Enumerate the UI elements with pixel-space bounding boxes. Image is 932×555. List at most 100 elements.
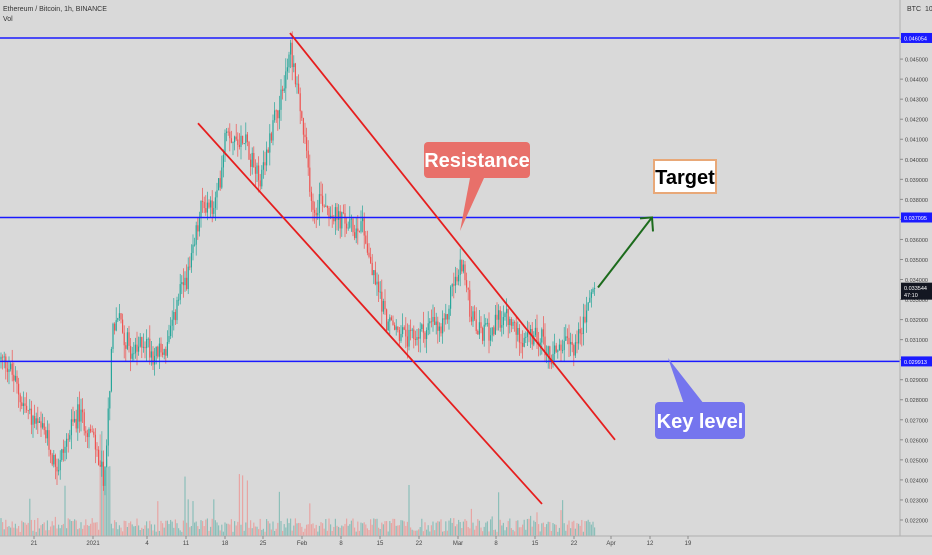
level-price-tag	[901, 356, 932, 367]
volume-bar	[578, 523, 580, 536]
candle-body	[445, 314, 447, 320]
candle-body	[14, 375, 16, 381]
candle-body	[366, 243, 368, 253]
channel-line[interactable]	[289, 32, 616, 441]
candle-body	[3, 356, 5, 358]
candle-body	[472, 311, 474, 322]
volume-bar	[274, 530, 276, 536]
candle-body	[387, 321, 389, 331]
candle-body	[5, 356, 7, 369]
volume-bar	[182, 520, 184, 536]
price-tick-label: 0.024000	[905, 478, 928, 484]
volume-bar	[123, 520, 125, 536]
channel-lines	[197, 32, 616, 505]
candle-body	[515, 322, 517, 335]
candle-body	[51, 454, 53, 465]
candle-body	[75, 418, 77, 429]
candle-body	[96, 449, 98, 451]
candle-body	[317, 212, 319, 216]
candle-body	[178, 299, 180, 301]
time-tick-label: 25	[260, 541, 267, 547]
volume-bar	[408, 484, 410, 536]
candle-body	[62, 449, 64, 453]
candle-body	[397, 326, 399, 330]
volume-bar	[253, 522, 255, 536]
volume-bar	[539, 531, 541, 536]
key-level-callout[interactable]: Key level	[655, 358, 745, 439]
volume-bar	[378, 527, 380, 536]
volume-bar	[485, 522, 487, 536]
volume-bar	[421, 518, 423, 536]
currency-label: BTC	[907, 6, 921, 13]
target-arrow-shaft[interactable]	[597, 216, 653, 289]
volume-bar	[72, 521, 74, 536]
price-tick-label: 0.043000	[905, 98, 928, 104]
volume-bar	[536, 512, 538, 536]
volume-bar	[317, 531, 319, 536]
volume-bar	[403, 521, 405, 536]
volume-bar	[520, 527, 522, 536]
volume-bar	[102, 462, 104, 536]
volume-bar	[165, 520, 167, 536]
volume-bar	[216, 522, 218, 536]
candle-body	[374, 270, 376, 285]
candle-body	[210, 200, 212, 208]
volume-bar	[594, 527, 596, 536]
candle-body	[197, 225, 199, 232]
volume-bar	[112, 528, 114, 536]
volume-bar	[37, 518, 39, 536]
candle-body	[11, 363, 13, 375]
volume-bar	[94, 522, 96, 536]
candle-body	[490, 335, 492, 341]
candle-body	[99, 464, 101, 467]
time-tick-label: 22	[571, 541, 578, 547]
candle-body	[147, 338, 149, 340]
candle-body	[322, 195, 324, 206]
candle-body	[45, 430, 47, 439]
candle-body	[184, 277, 186, 286]
candle-body	[224, 132, 226, 155]
time-axis-ticks: 21 2021 4 11 18 25 Feb 8 15 22 Mar 8 15 22 Apr 12 19	[31, 536, 692, 547]
volume-bar	[514, 531, 516, 536]
candle-body	[229, 131, 231, 139]
candle-body	[179, 284, 181, 300]
volume-bar	[229, 524, 231, 536]
candle-body	[278, 109, 280, 119]
candle-body	[32, 416, 34, 425]
volume-bar	[85, 519, 87, 536]
volume-bar	[158, 530, 160, 536]
candle-body	[258, 165, 260, 181]
candle-body	[576, 342, 578, 344]
volume-bar	[118, 525, 120, 536]
volume-bar	[376, 518, 378, 536]
target-label: Target	[655, 167, 715, 189]
volume-bar	[506, 527, 508, 536]
candle-body	[250, 159, 252, 167]
candle-body	[307, 150, 309, 168]
volume-bar	[365, 524, 367, 536]
volume-bar	[467, 527, 469, 536]
volume-bar	[230, 519, 232, 536]
candle-body	[27, 410, 29, 411]
channel-line[interactable]	[197, 122, 543, 505]
candle-body	[437, 321, 439, 331]
volume-bar	[43, 522, 45, 536]
volume-bar	[128, 522, 130, 536]
candle-body	[213, 208, 215, 214]
time-tick-label: 18	[222, 541, 229, 547]
volume-bar	[405, 525, 407, 536]
time-axis[interactable]: 21 2021 4 11 18 25 Feb 8 15 22 Mar 8 15 22 Apr 12 19	[0, 535, 932, 547]
resistance-callout[interactable]: Resistance	[424, 142, 530, 231]
volume-bar	[99, 434, 101, 536]
candle-body	[549, 346, 551, 362]
candle-body	[270, 133, 272, 141]
target-callout[interactable]: Target	[653, 159, 717, 194]
candle-body	[126, 332, 128, 349]
time-tick-label: 22	[416, 541, 423, 547]
time-tick-label: 15	[377, 541, 384, 547]
candle-body	[469, 289, 471, 317]
price-tick-label: 0.022000	[905, 518, 928, 524]
price-axis[interactable]: 0.0460000.0450000.0440000.0430000.042000…	[899, 0, 932, 536]
